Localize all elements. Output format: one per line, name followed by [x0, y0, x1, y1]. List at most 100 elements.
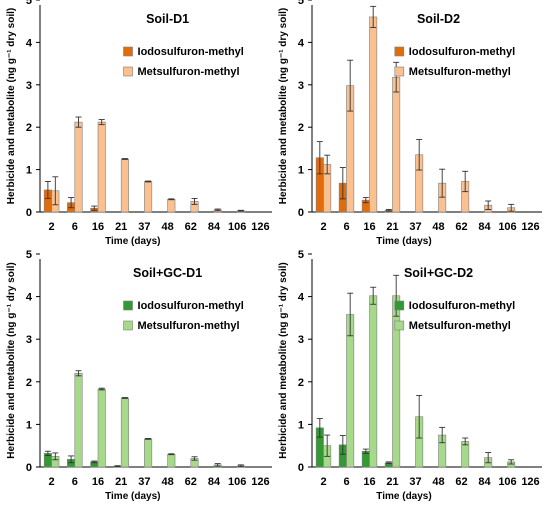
y-tick-label: 2	[26, 377, 32, 389]
bar	[392, 76, 401, 213]
x-tick-label: 84	[208, 221, 221, 233]
y-tick-label: 1	[26, 419, 32, 431]
x-tick-label: 126	[521, 221, 539, 233]
y-tick-label: 2	[298, 122, 304, 134]
y-axis-title: Herbicide and metabolite (ng g⁻¹ dry soi…	[6, 8, 17, 204]
legend-swatch	[123, 66, 133, 77]
x-axis-title: Time (days)	[105, 491, 160, 502]
x-tick-label: 48	[432, 221, 444, 233]
x-tick-label: 16	[363, 221, 375, 233]
x-tick-label: 62	[185, 221, 197, 233]
y-tick-label: 5	[298, 0, 304, 7]
x-tick-label: 6	[343, 221, 349, 233]
x-tick-label: 6	[343, 476, 349, 488]
x-tick-label: 16	[92, 221, 104, 233]
x-axis-title: Time (days)	[376, 491, 431, 502]
chart-panel-2: 0 1 2 3 4 5 2 6 16 21 37 48 62 84 106 126 Time (days) Her…	[278, 0, 542, 247]
y-tick-label: 5	[26, 0, 32, 7]
y-tick-label: 4	[298, 37, 305, 49]
y-tick-label: 2	[298, 377, 304, 389]
y-tick-label: 1	[298, 419, 304, 431]
x-tick-label: 84	[478, 476, 491, 488]
y-tick-label: 3	[26, 80, 32, 92]
x-tick-label: 21	[386, 476, 398, 488]
x-tick-label: 48	[161, 476, 173, 488]
x-axis-title: Time (days)	[376, 236, 431, 247]
x-tick-label: 6	[72, 221, 78, 233]
legend-swatch	[123, 46, 133, 57]
bar	[144, 438, 153, 468]
bar	[74, 372, 83, 468]
legend-label: Metsulfuron-methyl	[409, 320, 511, 332]
y-tick-label: 4	[26, 292, 33, 304]
x-tick-label: 126	[251, 476, 269, 488]
legend-label: Metsulfuron-methyl	[138, 66, 240, 78]
y-tick-label: 0	[298, 462, 304, 474]
y-tick-label: 5	[26, 249, 32, 261]
y-tick-label: 4	[26, 37, 33, 49]
panel-title: Soil-D2	[417, 12, 460, 26]
x-tick-label: 48	[161, 221, 173, 233]
legend-label: Iodosulfuron-methyl	[409, 300, 515, 312]
legend-label: Iodosulfuron-methyl	[138, 46, 244, 58]
x-tick-label: 126	[521, 476, 539, 488]
x-tick-label: 37	[409, 476, 421, 488]
bar	[346, 314, 355, 468]
y-tick-label: 0	[298, 207, 304, 219]
x-tick-label: 16	[363, 476, 375, 488]
legend-label: Iodosulfuron-methyl	[138, 300, 244, 312]
bar	[167, 453, 176, 468]
legend-label: Metsulfuron-methyl	[138, 320, 240, 332]
legend-swatch	[394, 320, 405, 331]
bar	[369, 295, 378, 468]
x-tick-label: 84	[478, 221, 491, 233]
x-tick-label: 106	[228, 476, 246, 488]
x-tick-label: 21	[115, 221, 127, 233]
legend-swatch	[394, 300, 405, 311]
y-tick-label: 0	[26, 462, 32, 474]
y-tick-label: 0	[26, 207, 32, 219]
x-tick-label: 106	[228, 221, 246, 233]
x-axis-title: Time (days)	[105, 236, 160, 247]
y-tick-label: 3	[26, 334, 32, 346]
bar	[120, 397, 129, 468]
y-tick-label: 3	[298, 334, 304, 346]
panel-title: Soil-D1	[146, 12, 189, 26]
bar	[97, 121, 106, 213]
bar	[369, 16, 378, 213]
x-tick-label: 106	[498, 476, 516, 488]
x-tick-label: 37	[138, 476, 150, 488]
legend-label: Metsulfuron-methyl	[409, 66, 511, 78]
chart-panel-3: 0 1 2 3 4 5 2 6 16 21 37 48 62 84 106 126 Time (days) Her…	[6, 249, 272, 502]
x-tick-label: 106	[498, 221, 516, 233]
bar	[144, 181, 153, 213]
x-tick-label: 84	[208, 476, 221, 488]
chart-panel-1: 0 1 2 3 4 5 2 6 16 21 37 48 62 84 106 126 Time (days) Her…	[6, 0, 272, 247]
bar	[97, 388, 106, 468]
x-tick-label: 62	[455, 221, 467, 233]
x-tick-label: 62	[185, 476, 197, 488]
x-tick-label: 2	[49, 221, 55, 233]
chart-panel-4: 0 1 2 3 4 5 2 6 16 21 37 48 62 84 106 126 Time (days) Her…	[278, 249, 542, 502]
x-tick-label: 126	[251, 221, 269, 233]
x-tick-label: 21	[115, 476, 127, 488]
x-tick-label: 48	[432, 476, 444, 488]
y-tick-label: 3	[298, 80, 304, 92]
x-tick-label: 2	[320, 221, 326, 233]
panel-title: Soil+GC-D2	[404, 266, 473, 280]
x-tick-label: 37	[138, 221, 150, 233]
bar	[120, 158, 129, 213]
y-axis-title: Herbicide and metabolite (ng g⁻¹ dry soi…	[278, 262, 289, 458]
x-tick-label: 6	[72, 476, 78, 488]
y-tick-label: 5	[298, 249, 304, 261]
legend-swatch	[123, 320, 133, 331]
legend-label: Iodosulfuron-methyl	[409, 46, 515, 58]
y-tick-label: 1	[26, 165, 32, 177]
x-tick-label: 37	[409, 221, 421, 233]
x-tick-label: 2	[320, 476, 326, 488]
x-tick-label: 21	[386, 221, 398, 233]
x-tick-label: 16	[92, 476, 104, 488]
panel-title: Soil+GC-D1	[133, 266, 202, 280]
y-tick-label: 4	[298, 292, 305, 304]
